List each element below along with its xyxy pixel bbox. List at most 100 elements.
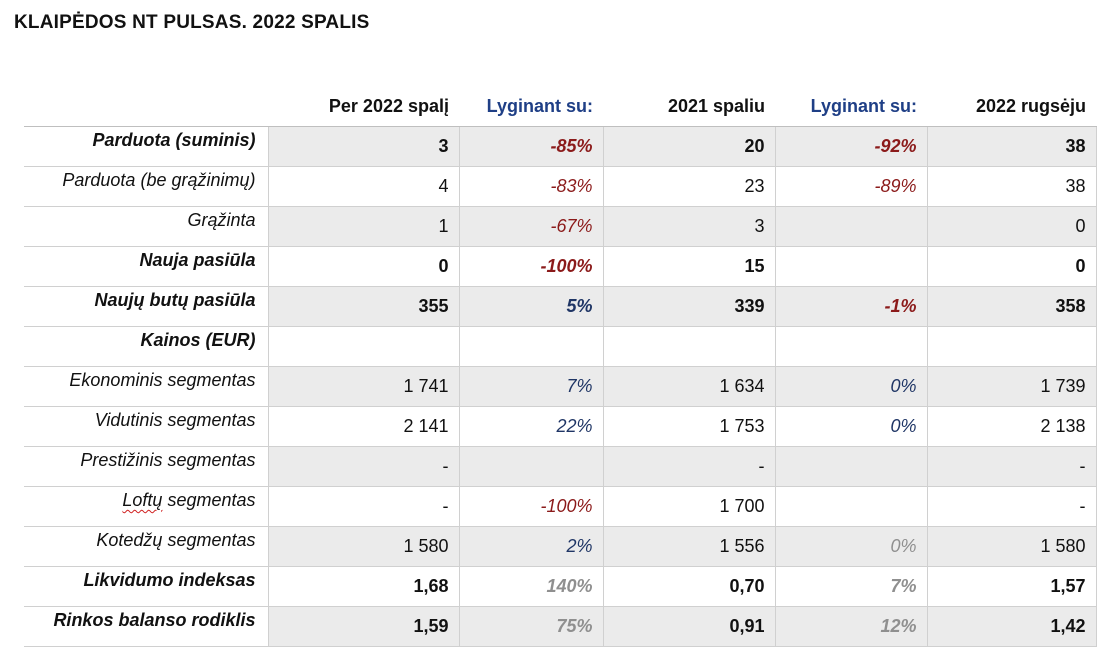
table-cell: 355 — [267, 286, 459, 327]
table-cell: 1 634 — [602, 366, 775, 407]
table-cell: -89% — [774, 166, 927, 207]
table-cell: 2 138 — [926, 406, 1097, 447]
table-cell: 0,91 — [602, 606, 775, 647]
header-empty — [24, 86, 268, 127]
page-title: KLAIPĖDOS NT PULSAS. 2022 SPALIS — [14, 12, 370, 33]
table-cell: 0 — [267, 246, 459, 287]
table-cell: - — [267, 446, 459, 487]
row-label: Kotedžų segmentas — [24, 526, 268, 567]
table-cell: -67% — [458, 206, 603, 247]
row-label: Parduota (be grąžinimų) — [24, 166, 268, 207]
table-row: Rinkos balanso rodiklis 1,59 75% 0,91 12% 1,4… — [24, 606, 1097, 647]
table-cell: 1 580 — [926, 526, 1097, 567]
table-row: Kainos (EUR) — [24, 326, 1097, 367]
table-cell: - — [267, 486, 459, 527]
table-row: Kotedžų segmentas 1 580 2% 1 556 0% 1 580 — [24, 526, 1097, 567]
table-cell: 0% — [774, 406, 927, 447]
table-cell: 140% — [458, 566, 603, 607]
row-label: Loftų segmentas — [24, 486, 268, 527]
table-cell: -1% — [774, 286, 927, 327]
table-cell: 38 — [926, 126, 1097, 167]
header-row: Per 2022 spalį Lyginant su: 2021 spaliu … — [24, 86, 1096, 127]
table-cell: 0% — [774, 526, 927, 567]
row-label: Rinkos balanso rodiklis — [24, 606, 268, 647]
table-cell: 358 — [926, 286, 1097, 327]
table-cell: 0,70 — [602, 566, 775, 607]
table-cell: 38 — [926, 166, 1097, 207]
header-current: Per 2022 spalį — [268, 86, 459, 127]
table-cell — [926, 326, 1097, 367]
table-cell — [267, 326, 459, 367]
table-cell — [774, 326, 927, 367]
table-cell: 15 — [602, 246, 775, 287]
row-label: Naujų butų pasiūla — [24, 286, 268, 327]
table-cell: 20 — [602, 126, 775, 167]
table-cell: -92% — [774, 126, 927, 167]
table-cell: - — [926, 486, 1097, 527]
row-label: Kainos (EUR) — [24, 326, 268, 367]
table-cell: 0 — [926, 246, 1097, 287]
table-cell: 12% — [774, 606, 927, 647]
table-cell: 2 141 — [267, 406, 459, 447]
table-cell: -83% — [458, 166, 603, 207]
table-cell: 1 739 — [926, 366, 1097, 407]
table-cell: 75% — [458, 606, 603, 647]
table-cell: 1 753 — [602, 406, 775, 447]
table-cell: -100% — [458, 246, 603, 287]
header-compare-1: Lyginant su: — [459, 86, 603, 127]
header-compare-2: Lyginant su: — [775, 86, 927, 127]
table-cell: 5% — [458, 286, 603, 327]
table-cell: 1,57 — [926, 566, 1097, 607]
table-cell: 0% — [774, 366, 927, 407]
table-row: Grąžinta 1 -67% 3 0 — [24, 206, 1097, 247]
table-cell — [774, 246, 927, 287]
row-label: Nauja pasiūla — [24, 246, 268, 287]
table-cell: 1 556 — [602, 526, 775, 567]
table-row: Ekonominis segmentas 1 741 7% 1 634 0% 1 739 — [24, 366, 1097, 407]
table-cell: 23 — [602, 166, 775, 207]
market-table: Per 2022 spalį Lyginant su: 2021 spaliu … — [24, 86, 1097, 647]
table-cell — [458, 446, 603, 487]
row-label: Likvidumo indeksas — [24, 566, 268, 607]
table-cell: 4 — [267, 166, 459, 207]
table-row: Nauja pasiūla 0 -100% 15 0 — [24, 246, 1097, 287]
table-cell: 1 741 — [267, 366, 459, 407]
table-cell: 339 — [602, 286, 775, 327]
table-cell — [774, 206, 927, 247]
table-cell: 1 700 — [602, 486, 775, 527]
table-row: Loftų segmentas - -100% 1 700- — [24, 486, 1097, 527]
table-cell — [602, 326, 775, 367]
table-cell: 3 — [267, 126, 459, 167]
table-row: Parduota (be grąžinimų) 4 -83% 23 -89% 38 — [24, 166, 1097, 207]
table-cell: 1,42 — [926, 606, 1097, 647]
table-cell: 2% — [458, 526, 603, 567]
table-cell — [458, 326, 603, 367]
row-label: Prestižinis segmentas — [24, 446, 268, 487]
table-cell: 1,68 — [267, 566, 459, 607]
table-cell: -100% — [458, 486, 603, 527]
table-cell: - — [926, 446, 1097, 487]
row-label: Ekonominis segmentas — [24, 366, 268, 407]
table-cell: 7% — [458, 366, 603, 407]
table-row: Prestižinis segmentas - - - — [24, 446, 1097, 487]
table-cell: 0 — [926, 206, 1097, 247]
table-cell — [774, 486, 927, 527]
table-row: Vidutinis segmentas 2 141 22% 1 753 0% 2 138 — [24, 406, 1097, 447]
table-row: Parduota (suminis) 3 -85% 20 -92% 38 — [24, 126, 1097, 167]
header-prev-year: 2021 spaliu — [603, 86, 775, 127]
table-cell: 1,59 — [267, 606, 459, 647]
table-cell: 22% — [458, 406, 603, 447]
table-cell — [774, 446, 927, 487]
row-label: Vidutinis segmentas — [24, 406, 268, 447]
table-cell: - — [602, 446, 775, 487]
table-cell: 3 — [602, 206, 775, 247]
table-row: Likvidumo indeksas 1,68 140% 0,70 7% 1,57 — [24, 566, 1097, 607]
table-cell: -85% — [458, 126, 603, 167]
spellcheck-underline: Loftų — [122, 490, 163, 510]
row-label: Grąžinta — [24, 206, 268, 247]
table-cell: 7% — [774, 566, 927, 607]
header-prev-month: 2022 rugsėju — [927, 86, 1096, 127]
row-label: Parduota (suminis) — [24, 126, 268, 167]
table-row: Naujų butų pasiūla 355 5% 339 -1% 358 — [24, 286, 1097, 327]
table-cell: 1 — [267, 206, 459, 247]
